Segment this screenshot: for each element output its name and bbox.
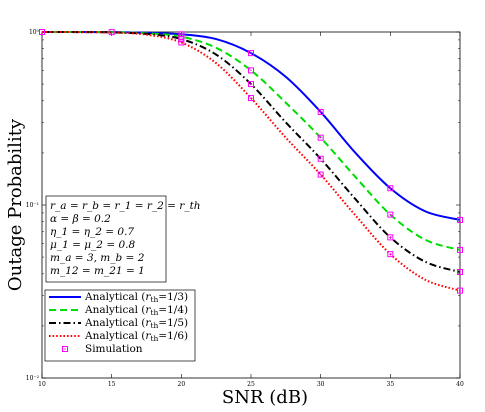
y-tick-label: 10⁻² bbox=[26, 375, 40, 382]
simulation-marker-dot bbox=[319, 111, 322, 113]
simulation-marker bbox=[178, 36, 185, 43]
annotation-line-2: α = β = 0.2 bbox=[50, 213, 111, 225]
annotation-box bbox=[45, 195, 167, 283]
x-tick-label: 40 bbox=[456, 381, 464, 388]
simulation-marker bbox=[457, 216, 463, 223]
simulation-marker-dot bbox=[180, 38, 183, 40]
simulation-marker-dot bbox=[180, 41, 183, 44]
simulation-marker-dot bbox=[41, 31, 43, 33]
simulation-marker bbox=[248, 67, 254, 74]
simulation-marker-dot bbox=[250, 97, 252, 99]
x-tick-label: 25 bbox=[247, 381, 255, 388]
simulation-marker-dot bbox=[250, 69, 252, 72]
simulation-marker-dot bbox=[250, 52, 252, 54]
annotation-line-6: m_12 = m_21 = 1 bbox=[50, 265, 145, 277]
simulation-marker bbox=[39, 29, 45, 35]
simulation-marker-dot bbox=[110, 31, 113, 33]
simulation-marker-dot bbox=[250, 83, 252, 85]
simulation-marker bbox=[387, 185, 394, 192]
y-tick-label: 10⁰ bbox=[29, 29, 40, 36]
simulation-marker bbox=[387, 234, 394, 241]
simulation-marker-dot bbox=[389, 213, 392, 216]
legend-label-3: Analytical (rth=1/5) bbox=[84, 317, 188, 330]
simulation-marker-dot bbox=[389, 253, 392, 255]
simulation-marker bbox=[317, 171, 324, 178]
simulation-marker-dot bbox=[389, 187, 392, 189]
simulation-marker bbox=[317, 108, 324, 115]
simulation-marker bbox=[457, 287, 463, 294]
x-tick-label: 10 bbox=[38, 381, 46, 388]
legend-label-simulation: Simulation bbox=[85, 343, 143, 355]
annotation-line-1: r_a = r_b = r_1 = r_2 = r_th bbox=[50, 200, 201, 212]
simulation-marker-dot bbox=[319, 173, 322, 176]
simulation-marker bbox=[248, 95, 254, 102]
simulation-marker-dot bbox=[459, 219, 461, 221]
simulation-marker bbox=[317, 134, 324, 141]
simulation-marker bbox=[317, 155, 324, 162]
x-tick-label: 30 bbox=[317, 381, 325, 388]
simulation-marker-dot bbox=[319, 136, 322, 139]
legend-label-2: Analytical (rth=1/4) bbox=[84, 304, 188, 317]
simulation-marker-dot bbox=[459, 249, 461, 251]
simulation-marker bbox=[108, 29, 115, 36]
x-axis-label: SNR (dB) bbox=[222, 387, 308, 408]
simulation-marker bbox=[387, 211, 394, 218]
simulation-marker bbox=[457, 268, 463, 275]
y-tick-label: 10⁻¹ bbox=[26, 202, 39, 209]
annotation-line-4: μ_1 = μ_2 = 0.8 bbox=[50, 239, 135, 251]
simulation-markers bbox=[39, 29, 463, 294]
x-tick-label: 35 bbox=[387, 381, 395, 388]
simulation-marker bbox=[457, 246, 463, 253]
legend-label-1: Analytical (rth=1/3) bbox=[84, 291, 188, 304]
simulation-marker-dot bbox=[389, 236, 392, 239]
legend-box bbox=[44, 289, 196, 362]
simulation-marker-dot bbox=[459, 271, 461, 273]
annotation-line-5: m_a = 3, m_b = 2 bbox=[50, 252, 145, 264]
legend-swatch-simulation bbox=[62, 346, 68, 352]
parameter-annotation: r_a = r_b = r_1 = r_2 = r_thα = β = 0.2η… bbox=[45, 195, 201, 283]
series-line-1 bbox=[41, 30, 461, 221]
simulation-marker bbox=[178, 39, 185, 46]
annotation-line-3: η_1 = η_2 = 0.7 bbox=[50, 226, 134, 238]
legend-label-4: Analytical (rth=1/6) bbox=[84, 330, 188, 343]
legend: Analytical (rth=1/3)Analytical (rth=1/4)… bbox=[44, 289, 196, 362]
simulation-marker bbox=[387, 251, 394, 258]
simulation-marker-dot bbox=[459, 289, 461, 292]
x-tick-label: 15 bbox=[108, 381, 116, 388]
simulation-marker-dot bbox=[319, 158, 322, 160]
x-tick-label: 20 bbox=[178, 381, 186, 388]
legend-swatch-simulation-dot bbox=[64, 348, 66, 350]
y-axis-label: Outage Probability bbox=[5, 118, 26, 291]
simulation-marker bbox=[248, 81, 254, 88]
simulation-marker bbox=[248, 50, 254, 57]
